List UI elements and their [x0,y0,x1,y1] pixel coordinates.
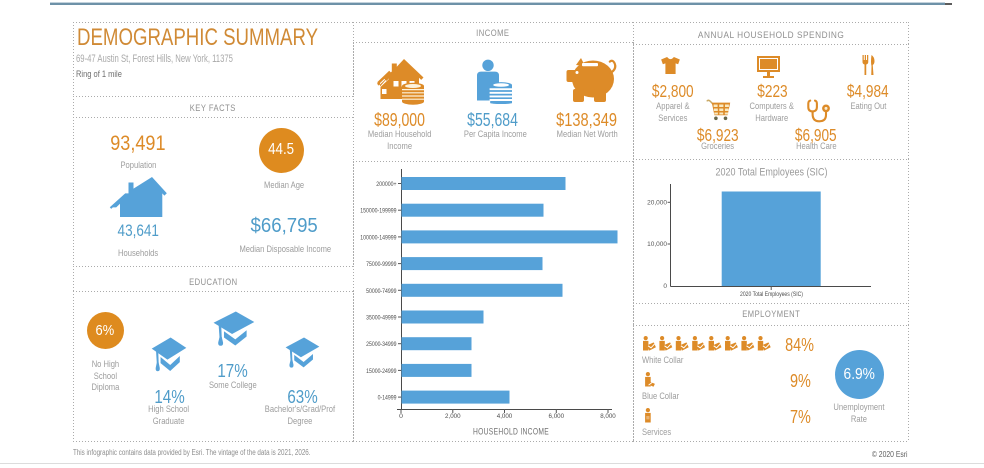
svg-text:50000-74999: 50000-74999 [366,288,397,295]
svg-text:100000-149999: 100000-149999 [360,234,396,241]
svg-text:HOUSEHOLD INCOME: HOUSEHOLD INCOME [473,427,549,437]
svg-text:2020 Total Employees (SIC): 2020 Total Employees (SIC) [740,291,803,298]
svg-text:150000-199999: 150000-199999 [360,208,396,215]
svg-text:2,000: 2,000 [445,413,461,420]
svg-text:200000+: 200000+ [376,181,396,188]
svg-text:10,000: 10,000 [647,241,667,248]
svg-text:2020 Total Employees (SIC): 2020 Total Employees (SIC) [716,167,828,179]
svg-text:0: 0 [399,413,403,420]
svg-text:0: 0 [663,283,667,290]
svg-text:25000-34999: 25000-34999 [366,341,397,348]
svg-text:6,000: 6,000 [549,413,565,420]
svg-text:75000-99999: 75000-99999 [366,261,397,268]
svg-text:20,000: 20,000 [647,200,667,207]
svg-text:0-14999: 0-14999 [378,395,397,402]
svg-text:15000-24999: 15000-24999 [366,368,397,375]
svg-text:4,000: 4,000 [497,413,513,420]
svg-text:35000-49999: 35000-49999 [366,315,397,322]
svg-text:8,000: 8,000 [600,413,616,420]
